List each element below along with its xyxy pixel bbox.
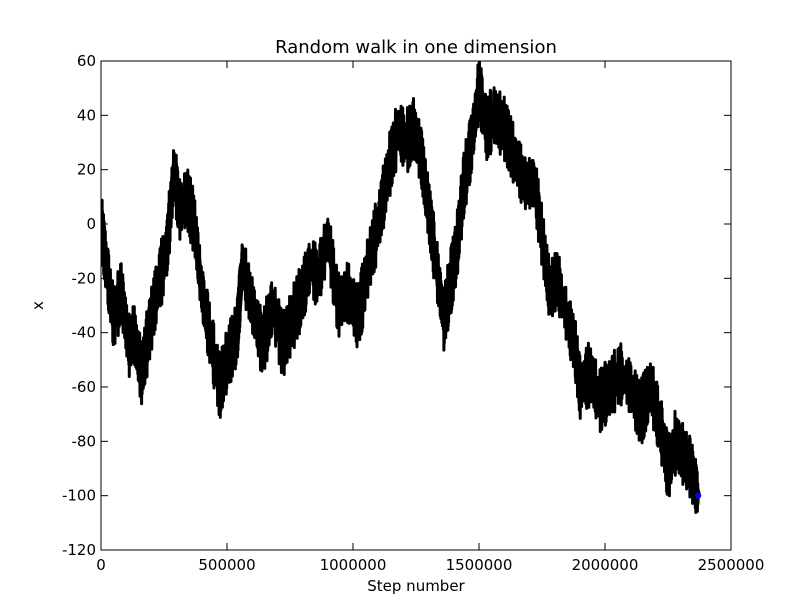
plot-frame <box>100 60 732 551</box>
series-layer <box>101 61 702 514</box>
series-end-marker <box>695 492 702 499</box>
axes-layer: 0 500000 1000000 1500000 2000000 2500000 -120 -… <box>62 52 764 574</box>
y-tick-label: 40 <box>77 106 96 124</box>
x-tick-label: 0 <box>96 556 106 574</box>
y-tick-label: 0 <box>86 215 96 233</box>
y-axis-label: x <box>29 301 47 310</box>
x-tick-label: 1000000 <box>320 556 387 574</box>
x-axis-label: Step number <box>367 577 465 595</box>
series-centerline <box>101 85 702 497</box>
y-tick-label: -60 <box>72 378 97 396</box>
y-tick-label: -80 <box>72 432 97 450</box>
x-tick-label: 500000 <box>198 556 255 574</box>
y-tick-label: 20 <box>77 161 96 179</box>
y-tick-label: 60 <box>77 52 96 70</box>
chart-title: Random walk in one dimension <box>275 37 557 58</box>
y-tick-label: -100 <box>62 487 96 505</box>
x-tick-label: 1500000 <box>446 556 513 574</box>
x-tick-label: 2000000 <box>572 556 639 574</box>
y-tick-label: -120 <box>62 541 96 559</box>
series-group <box>101 61 702 514</box>
y-tick-label: -40 <box>72 324 97 342</box>
x-tick-label: 2500000 <box>698 556 765 574</box>
y-tick-label: -20 <box>72 269 97 287</box>
